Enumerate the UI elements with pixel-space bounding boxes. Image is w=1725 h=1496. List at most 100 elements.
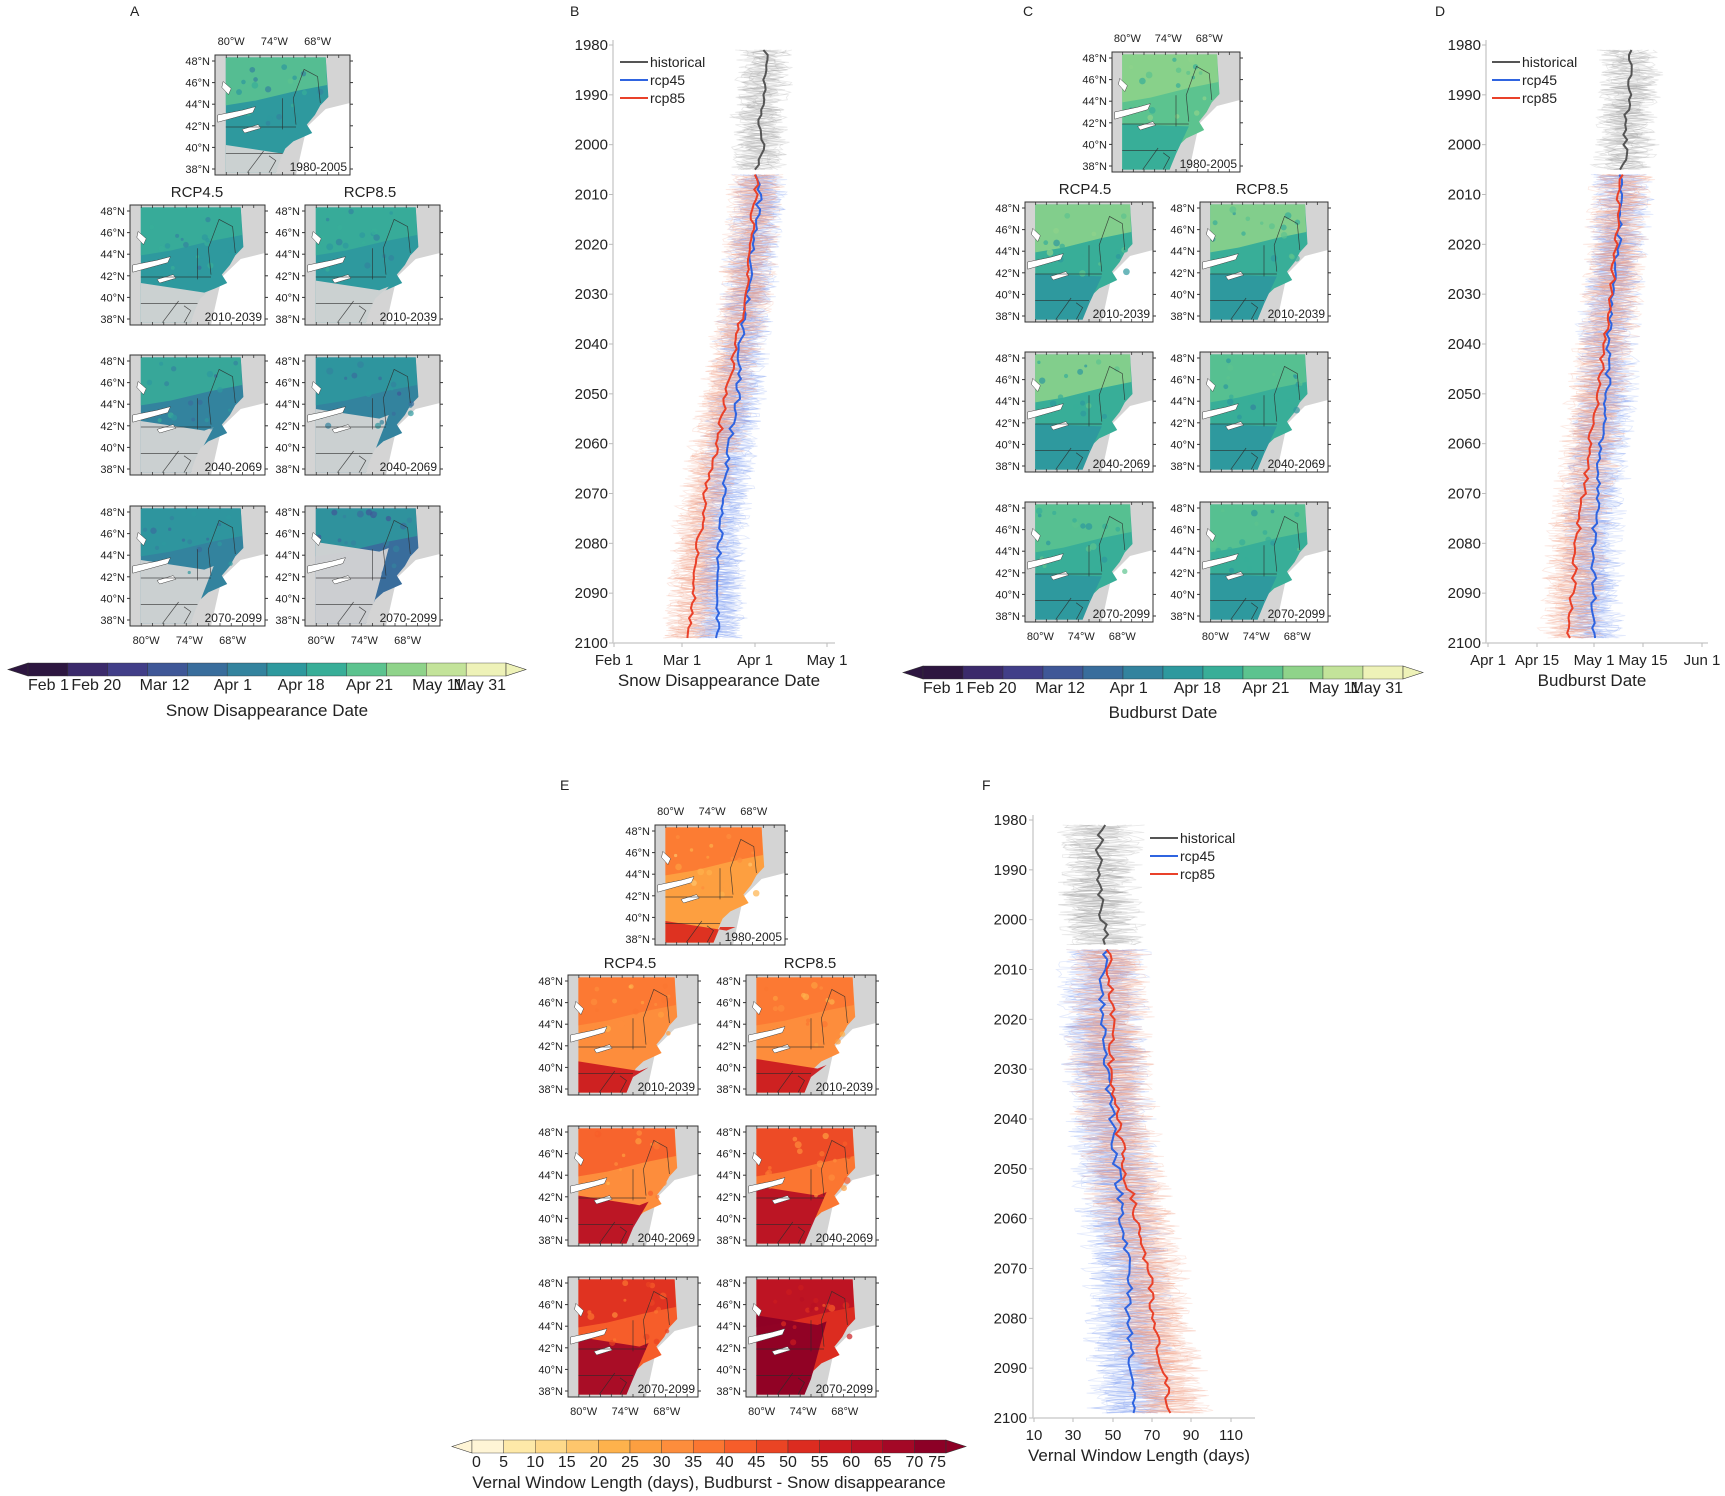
texture-dot bbox=[1091, 231, 1097, 237]
ensemble-member-rcp45 bbox=[1080, 949, 1174, 1414]
ensemble-member-rcp85 bbox=[673, 174, 781, 639]
map-panel-e: 48°N 46°N 44°N 42°N 40°N 38°N 1980-2005 80°W 74°… bbox=[451, 806, 967, 1492]
state-border bbox=[1055, 297, 1072, 320]
period-label: 2070-2099 bbox=[380, 611, 438, 625]
lon-tick-label: 80°W bbox=[570, 1406, 598, 1418]
state-border bbox=[797, 1377, 805, 1395]
ensemble-member-rcp45 bbox=[695, 174, 782, 639]
colorbar-c: Feb 1 Feb 20 Mar 12 Apr 1 Apr 18 Apr 21 May 11… bbox=[902, 665, 1424, 722]
lat-tick-label: 38°N bbox=[538, 1084, 563, 1096]
texture-dot bbox=[187, 272, 192, 276]
lat-tick-label: 44°N bbox=[1082, 96, 1107, 108]
texture-dot bbox=[170, 265, 175, 270]
texture-dot bbox=[814, 1193, 818, 1198]
lat-tick-label: 46°N bbox=[1082, 75, 1107, 87]
texture-dot bbox=[1298, 381, 1303, 386]
texture-dot bbox=[1285, 537, 1289, 541]
ensemble-member-historical bbox=[1595, 49, 1650, 170]
texture-dot bbox=[1172, 57, 1177, 62]
texture-dot bbox=[199, 255, 203, 259]
state-border bbox=[797, 1226, 805, 1244]
lat-tick-label: 40°N bbox=[1170, 589, 1195, 601]
texture-dot bbox=[1080, 400, 1086, 406]
ocean bbox=[211, 554, 265, 626]
texture-dot bbox=[1250, 404, 1257, 411]
texture-dot bbox=[158, 245, 165, 252]
texture-dot bbox=[1250, 509, 1258, 517]
state-border bbox=[1162, 152, 1171, 170]
ensemble-member-historical bbox=[1058, 824, 1130, 945]
texture-dot bbox=[612, 1338, 617, 1342]
lat-tick-label: 46°N bbox=[538, 1300, 563, 1312]
texture-dot bbox=[701, 886, 705, 890]
lat-tick-label: 38°N bbox=[1082, 161, 1107, 173]
ensemble-member-rcp85 bbox=[1546, 174, 1641, 639]
lat-tick-label: 48°N bbox=[1082, 53, 1107, 65]
texture-dot bbox=[752, 889, 760, 897]
lat-tick-label: 46°N bbox=[1170, 525, 1195, 537]
texture-dot bbox=[594, 986, 600, 992]
land-fill-south bbox=[1210, 274, 1277, 320]
plot-area bbox=[1536, 49, 1664, 639]
lat-tick-label: 44°N bbox=[100, 249, 125, 261]
mean-line-rcp85 bbox=[1105, 948, 1172, 1414]
state-border bbox=[162, 300, 179, 323]
texture-dot bbox=[191, 417, 196, 422]
texture-dot bbox=[170, 414, 178, 421]
panel-label-a: A bbox=[130, 3, 140, 19]
land-fill-south bbox=[1210, 424, 1277, 470]
texture-dot bbox=[342, 242, 349, 249]
y-tick-label: 2100 bbox=[994, 1410, 1027, 1427]
texture-dot bbox=[706, 855, 710, 859]
land-fill-north bbox=[756, 1279, 854, 1328]
colorbar-tick-label: 65 bbox=[874, 1454, 892, 1471]
lat-tick-label: 48°N bbox=[538, 976, 563, 988]
state-border bbox=[207, 398, 212, 425]
colorbar-tick-label: May 31 bbox=[1351, 680, 1404, 697]
ensemble-member-rcp45 bbox=[1077, 949, 1175, 1414]
legend: historical rcp45 rcp85 bbox=[620, 54, 705, 106]
state-border bbox=[207, 549, 212, 576]
texture-dot bbox=[357, 361, 364, 368]
land-fill-north bbox=[1210, 354, 1307, 403]
lon-tick-label: 68°W bbox=[1284, 631, 1312, 643]
texture-dot bbox=[356, 510, 364, 518]
colorbar-tick-label: 15 bbox=[558, 1454, 576, 1471]
period-label: 2070-2099 bbox=[1093, 607, 1151, 621]
texture-dot bbox=[142, 527, 148, 532]
texture-dot bbox=[1115, 253, 1121, 260]
texture-dot bbox=[617, 1020, 625, 1028]
y-tick-label: 1990 bbox=[575, 87, 608, 104]
texture-dot bbox=[361, 240, 366, 245]
texture-dot bbox=[1084, 393, 1088, 397]
y-tick-label: 2030 bbox=[575, 286, 608, 303]
legend: historical rcp45 rcp85 bbox=[1492, 54, 1577, 106]
lat-tick-label: 48°N bbox=[1170, 353, 1195, 365]
colorbar-tick-label: Apr 21 bbox=[346, 677, 393, 694]
colorbar-tick-label: 40 bbox=[716, 1454, 734, 1471]
lon-tick-label: 68°W bbox=[219, 635, 247, 647]
y-tick-label: 2020 bbox=[994, 1011, 1027, 1028]
lat-tick-label: 46°N bbox=[100, 378, 125, 390]
lon-tick-label: 74°W bbox=[790, 1406, 818, 1418]
lat-tick-label: 44°N bbox=[275, 249, 300, 261]
colorbar-segment bbox=[756, 1439, 789, 1454]
ensemble-member-historical bbox=[1607, 49, 1661, 170]
plot-area bbox=[662, 49, 793, 639]
texture-dot bbox=[654, 1309, 659, 1314]
texture-dot bbox=[821, 1021, 828, 1028]
ensemble-member-historical bbox=[1595, 49, 1649, 170]
texture-dot bbox=[406, 517, 413, 523]
texture-dot bbox=[365, 509, 373, 516]
ensemble-member-rcp85 bbox=[1068, 949, 1196, 1414]
texture-dot bbox=[1080, 523, 1086, 529]
texture-dot bbox=[1220, 508, 1225, 513]
lat-tick-label: 38°N bbox=[275, 615, 300, 627]
colorbar-tick-label: 50 bbox=[779, 1454, 797, 1471]
texture-dot bbox=[1064, 212, 1071, 219]
texture-dot bbox=[364, 262, 371, 269]
texture-dot bbox=[777, 1004, 785, 1012]
texture-dot bbox=[1270, 415, 1275, 420]
land-fill-south bbox=[315, 409, 389, 473]
texture-dot bbox=[1280, 224, 1287, 231]
